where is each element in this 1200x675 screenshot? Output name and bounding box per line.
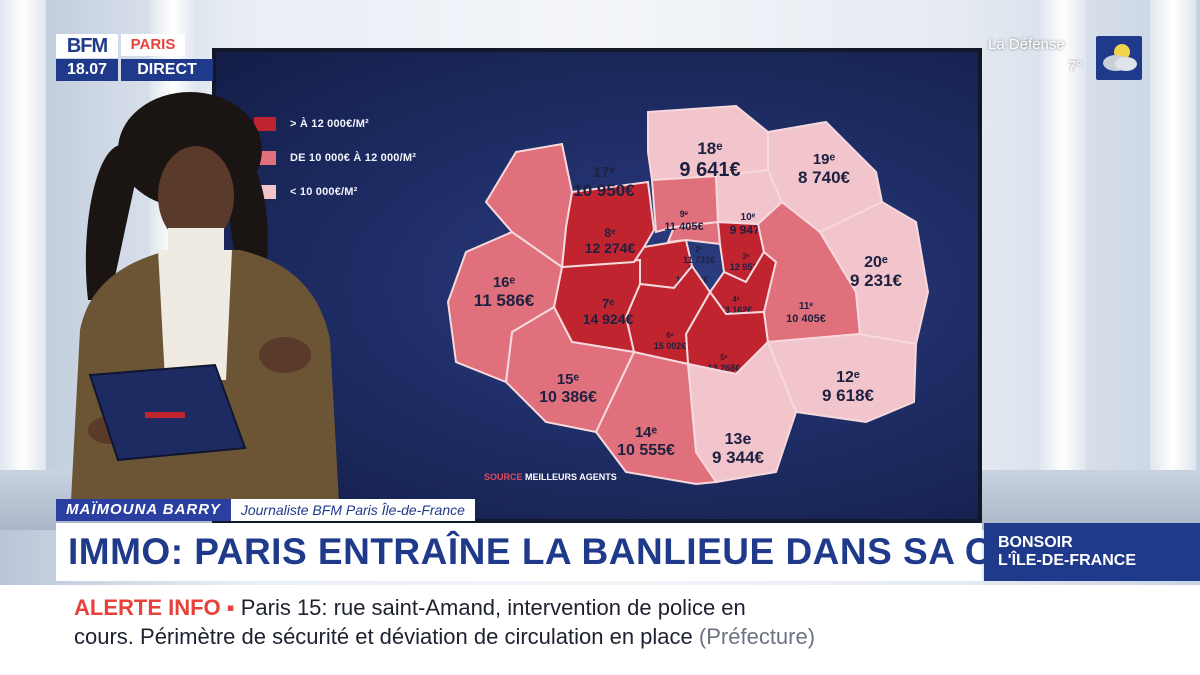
arrondissement-price: 14 924€ xyxy=(583,311,634,327)
show-title: BONSOIR L'ÎLE-DE-FRANCE xyxy=(998,534,1136,570)
arrondissement-shape xyxy=(647,104,769,182)
ticker-line: ALERTE INFO ▪ Paris 15: rue saint-Amand,… xyxy=(74,595,746,621)
arrondissement-number: 6ᵉ xyxy=(666,331,673,340)
studio-pillar xyxy=(1150,0,1196,520)
arrondissement-shape xyxy=(818,200,930,346)
legend-label: DE 10 000€ À 12 000/M² xyxy=(290,152,417,164)
arrondissement-number: 2ᵉ xyxy=(695,245,702,254)
arrondissement-price: 11 731€ xyxy=(683,255,715,265)
clock: 18.07 xyxy=(56,59,118,81)
arrondissement-number: 18ᵉ xyxy=(697,139,722,158)
sweater-shape xyxy=(158,250,232,380)
show-title-line: BONSOIR xyxy=(998,534,1073,551)
hair-shape xyxy=(85,145,140,300)
arrondissement-number: 13e xyxy=(725,431,752,448)
arrondissement-price: 11 405€ xyxy=(664,221,703,233)
arrondissement-price: 11 586€ xyxy=(474,291,535,310)
arrondissement-number: 17ᵉ xyxy=(593,164,616,181)
ticker-text: Paris 15: rue saint-Amand, intervention … xyxy=(240,595,746,620)
arrondissement-number: 10ᵉ xyxy=(741,212,756,223)
map-source: SOURCE MEILLEURS AGENTS xyxy=(484,472,617,482)
arrondissement-number: 20ᵉ xyxy=(864,254,888,271)
arrondissement-number: 12ᵉ xyxy=(836,369,860,386)
arrondissement-number: 8ᵉ xyxy=(604,226,616,240)
arrondissement-price: 10 950€ xyxy=(573,181,635,200)
source-key: SOURCE xyxy=(484,472,523,482)
arrondissement-number: 3ᵉ xyxy=(742,252,749,261)
arrondissement-number: 7ᵉ xyxy=(602,296,614,311)
arrondissement-number: 9ᵉ xyxy=(680,209,689,219)
arrondissement-price: 12 274€ xyxy=(585,240,636,256)
arrondissement-shape xyxy=(594,350,718,486)
bfm-logo: BFM xyxy=(56,34,118,58)
arrondissement-price: 12 953€ xyxy=(730,262,763,272)
show-title-line: L'ÎLE-DE-FRANCE xyxy=(998,552,1137,569)
presenter-name: MAÏMOUNA BARRY xyxy=(56,499,231,521)
studio-pillar xyxy=(0,0,46,520)
tablet-detail xyxy=(145,412,185,418)
news-ticker: ALERTE INFO ▪ Paris 15: rue saint-Amand,… xyxy=(0,585,1200,675)
arrondissement-price: 9 641€ xyxy=(679,159,740,181)
legend-item: > À 12 000€/M² xyxy=(254,107,416,141)
arrondissement-price: 10 555€ xyxy=(617,442,675,459)
live-badge: DIRECT xyxy=(121,59,213,81)
ticker-text: cours. Périmètre de sécurité et déviatio… xyxy=(74,624,693,649)
collar-shape xyxy=(168,228,224,258)
arrondissement-price: 10 405€ xyxy=(786,313,826,325)
ticker-line: cours. Périmètre de sécurité et déviatio… xyxy=(74,624,815,650)
arrondissement-number: 19ᵉ xyxy=(813,151,836,168)
legend-label: < 10 000€/M² xyxy=(290,186,358,198)
cloudy-icon xyxy=(1096,36,1142,80)
headline: IMMO: PARIS ENTRAÎNE LA BANLIEUE DANS SA… xyxy=(68,531,1095,572)
arrondissement-number: 11ᵉ xyxy=(799,301,814,312)
arrondissement-number: 14ᵉ xyxy=(635,424,658,441)
face-shape xyxy=(158,146,234,246)
legend-swatch xyxy=(254,117,276,131)
alert-label: ALERTE INFO ▪ xyxy=(74,595,235,620)
headline-bar: IMMO: PARIS ENTRAÎNE LA BANLIEUE DANS SA… xyxy=(56,523,1094,581)
presenter-role: Journaliste BFM Paris Île-de-France xyxy=(230,499,475,521)
arrondissement-price: 9 618€ xyxy=(822,386,875,405)
arrondissement-shape xyxy=(484,142,574,269)
arrondissement-shape xyxy=(446,230,564,384)
show-title-box: BONSOIR L'ÎLE-DE-FRANCE xyxy=(984,523,1200,581)
channel-label: PARIS xyxy=(121,34,185,56)
arrondissement-price: 15 002€ xyxy=(654,341,687,351)
arrondissement-price: 9 231€ xyxy=(850,271,903,290)
arrondissement-number: 4ᵉ xyxy=(732,295,739,304)
weather-temperature: 7° xyxy=(1068,58,1083,75)
arrondissement-price: 13 162€ xyxy=(720,305,753,315)
name-bar: MAÏMOUNA BARRY Journaliste BFM Paris Île… xyxy=(56,499,475,521)
arrondissement-number: 15ᵉ xyxy=(557,371,580,388)
arrondissement-price: 10 386€ xyxy=(539,389,597,406)
legend-label: > À 12 000€/M² xyxy=(290,118,369,130)
presenter xyxy=(70,92,340,520)
arrondissement-price: 13 268€ xyxy=(708,363,741,373)
arrondissement-price: 9 344€ xyxy=(712,448,765,467)
arrondissement-number: 16ᵉ xyxy=(493,274,516,291)
arrondissement-price: 9 947€ xyxy=(730,223,767,237)
map-screen: > À 12 000€/M² DE 10 000€ À 12 000/M² < … xyxy=(212,48,982,523)
weather-city: La Défense xyxy=(988,36,1065,53)
source-value: MEILLEURS AGENTS xyxy=(525,472,617,482)
studio-pillar xyxy=(1040,0,1086,520)
arrondissement-number: 5ᵉ xyxy=(720,353,727,362)
arrondissement-price: 8 740€ xyxy=(798,168,851,187)
ticker-source: (Préfecture) xyxy=(698,624,816,649)
hand-shape xyxy=(259,337,311,373)
